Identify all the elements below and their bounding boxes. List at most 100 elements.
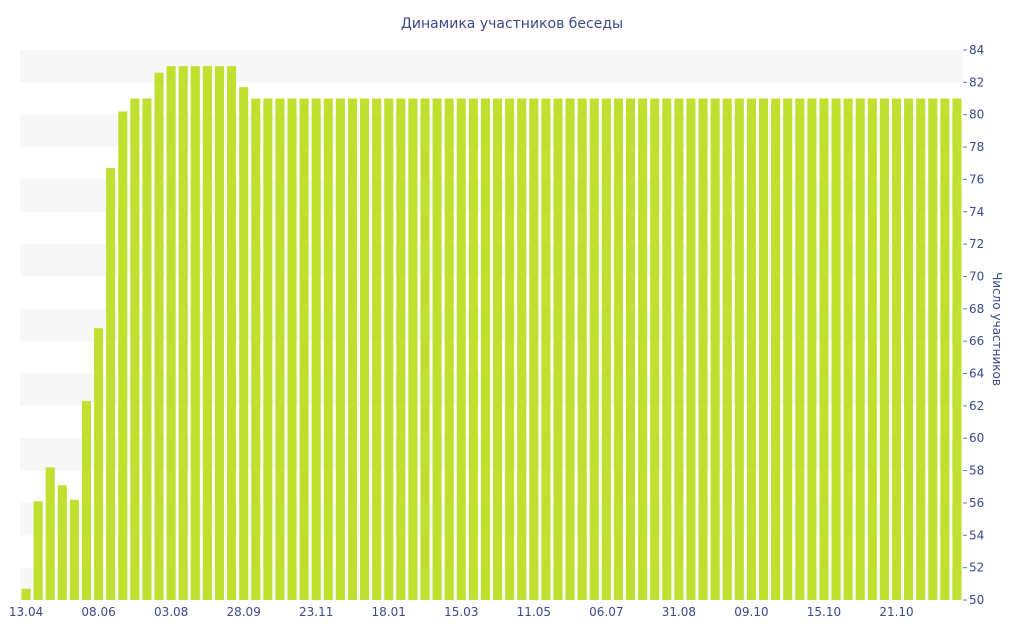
bar: [758, 98, 769, 600]
bar: [734, 98, 744, 600]
bar: [263, 98, 273, 600]
background-band: [20, 373, 963, 406]
y-tick-label: 50: [969, 593, 984, 607]
bar: [347, 98, 358, 600]
x-tick-label: 11.05: [517, 605, 551, 619]
bar: [311, 98, 321, 600]
bar: [287, 98, 297, 600]
bar: [251, 98, 261, 600]
x-tick-label: 09.10: [734, 605, 768, 619]
bar: [154, 72, 164, 601]
y-tick-label: 66: [969, 334, 984, 348]
bar: [505, 98, 515, 600]
bar: [396, 98, 406, 600]
bar: [384, 98, 394, 600]
y-tick-label: 56: [969, 496, 984, 510]
x-tick-label: 18.01: [372, 605, 406, 619]
bar: [480, 98, 490, 600]
background-band: [20, 438, 963, 471]
bar: [650, 98, 660, 600]
bar: [142, 98, 152, 600]
y-tick-label: 84: [969, 43, 984, 57]
y-tick-label: 64: [969, 367, 984, 381]
y-tick-label: 76: [969, 172, 984, 186]
x-tick-label: 06.07: [589, 605, 623, 619]
x-tick-label: 13.04: [9, 605, 43, 619]
bar: [360, 98, 370, 600]
bar: [118, 111, 128, 601]
bar: [57, 485, 67, 600]
bar: [408, 98, 418, 600]
bar: [553, 98, 563, 600]
bar: [202, 66, 212, 601]
bar: [613, 98, 623, 600]
bar: [335, 98, 345, 600]
bar: [746, 98, 756, 600]
x-tick-label: 23.11: [299, 605, 333, 619]
bar: [214, 66, 225, 601]
bar: [130, 98, 140, 600]
bar: [81, 401, 92, 600]
bar: [21, 588, 31, 600]
bar: [855, 98, 865, 600]
x-tick-label: 08.06: [81, 605, 115, 619]
bar: [952, 98, 962, 600]
x-tick-label: 31.08: [662, 605, 696, 619]
y-tick-label: 82: [969, 75, 984, 89]
x-tick-label: 15.10: [807, 605, 841, 619]
bar: [468, 98, 478, 600]
bar: [795, 98, 805, 600]
bar: [69, 499, 79, 600]
bar: [529, 98, 539, 600]
bar: [710, 98, 720, 600]
bar: [674, 98, 684, 600]
chart-title: Динамика участников беседы: [401, 16, 623, 32]
bar: [638, 98, 648, 600]
bar: [45, 467, 55, 600]
bar: [819, 98, 829, 600]
y-tick-label: 54: [969, 528, 984, 542]
bar: [299, 98, 309, 600]
bar: [843, 98, 853, 600]
background-bands: [20, 50, 963, 600]
x-tick-label: 28.09: [226, 605, 260, 619]
background-band: [20, 244, 963, 277]
bar: [928, 98, 938, 600]
bar: [662, 98, 672, 600]
bar: [891, 98, 902, 600]
bar: [577, 98, 587, 600]
bar: [372, 98, 382, 600]
bar: [432, 98, 442, 600]
x-tick-label: 21.10: [879, 605, 913, 619]
y-tick-label: 74: [969, 205, 984, 219]
bar: [106, 168, 116, 600]
y-axis-label: Число участников: [990, 272, 1004, 386]
y-tick-label: 78: [969, 140, 984, 154]
x-tick-label: 03.08: [154, 605, 188, 619]
y-tick-label: 52: [969, 561, 984, 575]
bar: [940, 98, 950, 600]
bar: [722, 98, 732, 600]
bars-group: [21, 66, 962, 601]
x-tick-label: 15.03: [444, 605, 478, 619]
bar: [589, 98, 599, 600]
bar: [867, 98, 877, 600]
bar: [456, 98, 466, 600]
background-band: [20, 567, 963, 600]
bar: [190, 66, 200, 601]
bar: [323, 98, 333, 600]
bar: [565, 98, 575, 600]
background-band: [20, 179, 963, 212]
bar: [444, 98, 454, 600]
background-band: [20, 114, 963, 148]
y-axis-ticks: 50 52 54 56 58 60 62 64 66 68 70 72 74 76 78 80 82 84: [963, 43, 984, 607]
bar: [239, 87, 249, 601]
y-tick-label: 62: [969, 399, 984, 413]
bar: [601, 98, 611, 600]
y-tick-label: 58: [969, 464, 984, 478]
bar: [94, 328, 104, 600]
bar: [698, 98, 708, 600]
bar: [625, 98, 636, 600]
background-band: [20, 308, 963, 342]
